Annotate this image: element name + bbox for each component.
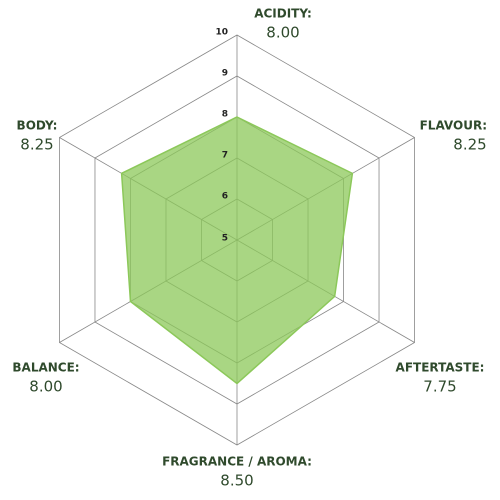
value-label: 8.25	[20, 136, 53, 154]
tick-label: 5	[222, 234, 228, 244]
value-label: 8.50	[220, 472, 253, 490]
tick-label: 9	[222, 69, 228, 79]
tick-label: 10	[215, 28, 228, 38]
value-label: 8.00	[29, 378, 62, 396]
category-label: BODY:	[17, 119, 58, 133]
value-label: 8.25	[453, 136, 486, 154]
category-label: FLAVOUR:	[420, 119, 487, 133]
tick-label: 6	[222, 192, 228, 202]
data-area	[120, 116, 354, 385]
category-label: FRAGRANCE / AROMA:	[162, 455, 312, 469]
value-label: 8.00	[266, 24, 299, 42]
category-label: BALANCE:	[12, 361, 79, 375]
tick-label: 7	[222, 151, 228, 161]
category-label: AFTERTASTE:	[396, 361, 485, 375]
tick-label: 8	[222, 110, 228, 120]
value-label: 7.75	[423, 378, 456, 396]
category-label: ACIDITY:	[254, 7, 312, 21]
